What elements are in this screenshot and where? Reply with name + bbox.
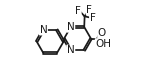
Text: OH: OH — [95, 39, 111, 49]
Text: N: N — [67, 22, 75, 32]
Text: F: F — [75, 6, 81, 16]
Text: O: O — [98, 28, 106, 38]
Text: N: N — [67, 45, 75, 55]
Text: F: F — [90, 13, 96, 23]
Text: N: N — [40, 25, 47, 35]
Text: F: F — [86, 5, 92, 15]
